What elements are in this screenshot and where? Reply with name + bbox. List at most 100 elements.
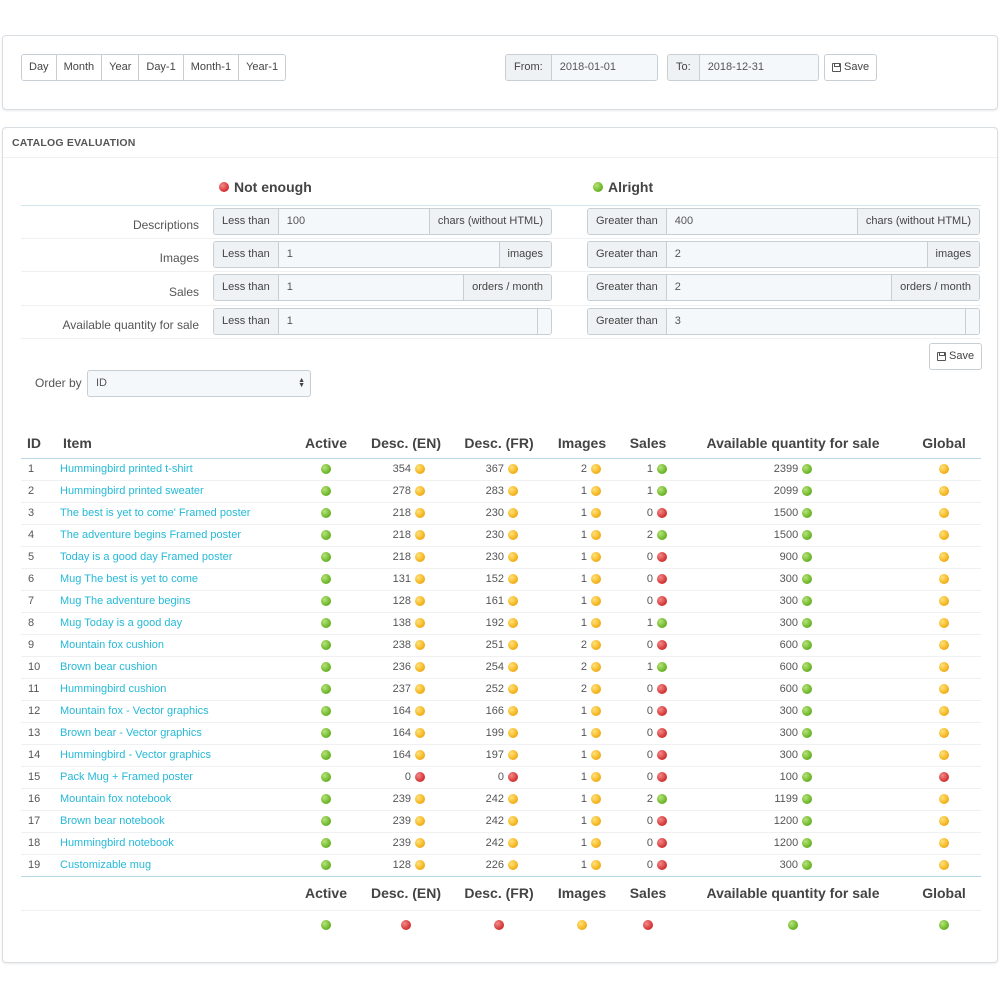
date-save-button[interactable]: Save [824, 54, 878, 81]
quantity-low-input[interactable]: 1 [278, 309, 537, 334]
column-header-quantity[interactable]: Available quantity for sale [679, 428, 907, 459]
summary-spacer [21, 876, 57, 911]
cell-quantity: 300 [679, 700, 907, 723]
product-link[interactable]: Mountain fox cushion [57, 634, 291, 657]
year-button[interactable]: Year [102, 55, 140, 80]
product-link[interactable]: Brown bear notebook [57, 810, 291, 833]
global-status-icon [939, 662, 949, 673]
greater-than-label: Greater than [588, 309, 667, 334]
evaluation-table: ID Item Active Desc. (EN) Desc. (FR) Ima… [21, 428, 981, 940]
product-link[interactable]: Pack Mug + Framed poster [57, 766, 291, 789]
cell-desc-fr: 152 [451, 568, 547, 591]
column-header-sales[interactable]: Sales [617, 428, 679, 459]
sales-status-icon [657, 728, 667, 739]
quantity-value: 300 [779, 749, 798, 762]
product-link[interactable]: Hummingbird notebook [57, 832, 291, 855]
global-status-icon [939, 552, 949, 563]
sales-low-input[interactable]: 1 [278, 275, 464, 300]
desc-en-value: 131 [392, 573, 411, 586]
cell-images: 1 [547, 590, 617, 613]
images-status-icon [591, 508, 601, 519]
sales-status-icon [657, 574, 667, 585]
product-link[interactable]: Mug The adventure begins [57, 590, 291, 613]
images-value: 2 [580, 683, 587, 696]
product-link[interactable]: Mountain fox - Vector graphics [57, 700, 291, 723]
cell-active [291, 678, 361, 701]
product-link[interactable]: Mountain fox notebook [57, 788, 291, 811]
previous-month-button[interactable]: Month-1 [183, 55, 240, 80]
desc-fr-value: 242 [485, 793, 504, 806]
column-header-item[interactable]: Item [57, 428, 291, 459]
table-row: 1 Hummingbird printed t-shirt 354 367 2 1 2399 [21, 458, 981, 481]
product-link[interactable]: Customizable mug [57, 854, 291, 877]
column-header-global[interactable]: Global [907, 428, 981, 459]
descriptions-high-input[interactable]: 400 [666, 209, 857, 234]
criteria-label-descriptions: Descriptions [132, 218, 199, 232]
product-link[interactable]: Mug The best is yet to come [57, 568, 291, 591]
quantity-value: 1199 [774, 793, 798, 806]
cell-desc-fr: 251 [451, 634, 547, 657]
table-row: 12 Mountain fox - Vector graphics 164 166 1 0… [21, 700, 981, 723]
product-link[interactable]: The adventure begins Framed poster [57, 524, 291, 547]
criteria-save-button[interactable]: Save [929, 343, 983, 370]
descriptions-low-input[interactable]: 100 [278, 209, 429, 234]
images-status-icon [591, 662, 601, 673]
active-status-icon [321, 750, 331, 761]
month-button[interactable]: Month [56, 55, 103, 80]
desc-fr-status-icon [508, 750, 518, 761]
sales-value: 0 [646, 507, 653, 520]
cell-desc-en: 237 [361, 678, 451, 701]
product-link[interactable]: The best is yet to come' Framed poster [57, 502, 291, 525]
product-link[interactable]: Brown bear - Vector graphics [57, 722, 291, 745]
product-link[interactable]: Hummingbird printed t-shirt [57, 458, 291, 481]
cell-active [291, 634, 361, 657]
column-header-images[interactable]: Images [547, 428, 617, 459]
global-status-icon [939, 464, 949, 475]
column-header-active[interactable]: Active [291, 428, 361, 459]
column-header-desc-en[interactable]: Desc. (EN) [361, 428, 451, 459]
table-row: 3 The best is yet to come' Framed poster 2… [21, 502, 981, 525]
column-header-id[interactable]: ID [21, 428, 57, 459]
previous-year-button[interactable]: Year-1 [239, 55, 286, 80]
sales-low-unit: orders / month [463, 275, 551, 300]
product-link[interactable]: Brown bear cushion [57, 656, 291, 679]
quantity-high-input[interactable]: 3 [666, 309, 965, 334]
product-link[interactable]: Today is a good day Framed poster [57, 546, 291, 569]
quantity-status-icon [802, 486, 813, 497]
quantity-status-icon [802, 662, 812, 673]
cell-active [291, 744, 361, 767]
desc-en-value: 239 [392, 793, 411, 806]
cell-quantity: 600 [679, 678, 907, 701]
desc-fr-value: 230 [485, 551, 504, 564]
desc-en-status-icon [415, 662, 425, 673]
green-status-icon [593, 182, 603, 192]
cell-active [291, 458, 361, 481]
product-link[interactable]: Hummingbird - Vector graphics [57, 744, 291, 767]
column-header-desc-fr[interactable]: Desc. (FR) [451, 428, 547, 459]
product-link[interactable]: Mug Today is a good day [57, 612, 291, 635]
day-button[interactable]: Day [22, 55, 57, 80]
images-high-input[interactable]: 2 [666, 242, 927, 267]
sales-high-threshold: Greater than 2 orders / month [587, 274, 980, 301]
descriptions-high-threshold: Greater than 400 chars (without HTML) [587, 208, 980, 235]
product-link[interactable]: Hummingbird printed sweater [57, 480, 291, 503]
summary-global-cell [907, 910, 981, 940]
sales-low-threshold: Less than 1 orders / month [213, 274, 552, 301]
images-low-input[interactable]: 1 [278, 242, 499, 267]
images-status-icon [591, 618, 601, 629]
sales-high-input[interactable]: 2 [666, 275, 892, 300]
cell-desc-en: 239 [361, 810, 451, 833]
from-date-input[interactable]: 2018-01-01 [551, 55, 657, 80]
cell-images: 2 [547, 458, 617, 481]
order-by-select[interactable]: ID ▲ ▼ [87, 370, 311, 397]
cell-desc-en: 164 [361, 700, 451, 723]
product-link[interactable]: Hummingbird cushion [57, 678, 291, 701]
images-status-icon [591, 552, 601, 563]
desc-fr-status-icon [508, 706, 518, 717]
global-status-icon [939, 772, 949, 783]
to-date-input[interactable]: 2018-12-31 [699, 55, 818, 80]
active-status-icon [321, 838, 331, 849]
previous-day-button[interactable]: Day-1 [139, 55, 184, 80]
images-value: 1 [580, 749, 587, 762]
cell-global [907, 722, 981, 745]
